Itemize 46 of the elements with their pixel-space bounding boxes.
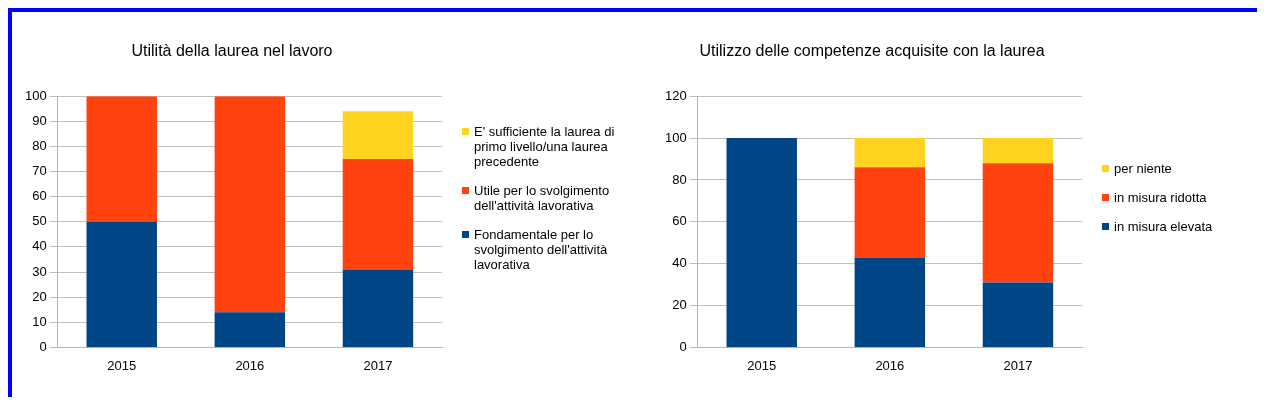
y-tick-label: 90 [32, 112, 47, 128]
bar [854, 257, 926, 347]
bar [342, 269, 414, 347]
y-tick-label: 30 [32, 263, 47, 279]
bar [214, 96, 286, 313]
x-tick-label: 2015 [747, 357, 777, 373]
y-tick-label: 10 [32, 313, 47, 329]
bar [854, 167, 926, 258]
bar [982, 163, 1054, 283]
y-tick-label: 60 [672, 213, 687, 229]
legend-label: per niente [1114, 161, 1172, 176]
bar [726, 138, 797, 347]
bar [86, 96, 157, 222]
y-tick-label: 60 [32, 188, 47, 204]
y-tick-label: 50 [32, 213, 47, 229]
bar [214, 312, 286, 347]
bar [342, 159, 414, 270]
x-tick-label: 2015 [107, 357, 137, 373]
legend-label: in misura elevata [1114, 219, 1213, 234]
y-tick-label: 70 [32, 163, 47, 179]
y-tick-label: 100 [664, 129, 687, 145]
legend-label: in misura ridotta [1114, 190, 1207, 205]
chart-title: Utilità della laurea nel lavoro [131, 42, 333, 60]
y-tick-label: 80 [32, 138, 47, 154]
x-tick-label: 2016 [875, 357, 905, 373]
bar [982, 138, 1054, 164]
y-tick-label: 80 [672, 171, 687, 187]
bar [342, 111, 414, 159]
y-tick-label: 20 [32, 288, 47, 304]
legend-label: E' sufficiente la laurea di primo livello/una laurea precedente [474, 123, 616, 169]
bar [86, 221, 157, 347]
y-tick-label: 40 [32, 238, 47, 254]
y-tick-label: 0 [679, 338, 687, 354]
legend-label: Utile per lo svolgimento dell'attività lavorativa [474, 182, 611, 213]
x-tick-label: 2017 [363, 357, 393, 373]
y-tick-label: 100 [24, 87, 47, 103]
y-tick-label: 20 [672, 297, 687, 313]
x-tick-label: 2017 [1003, 357, 1033, 373]
y-tick-label: 0 [39, 338, 47, 354]
bar [854, 138, 926, 168]
y-tick-label: 40 [672, 255, 687, 271]
x-tick-label: 2016 [235, 357, 265, 373]
chart-title: Utilizzo delle competenze acquisite con la laurea [699, 42, 1045, 60]
legend-label: Fondamentale per lo svolgimento dell'attività lavorativa [474, 226, 609, 272]
bar [982, 282, 1054, 347]
y-tick-label: 120 [664, 87, 687, 103]
